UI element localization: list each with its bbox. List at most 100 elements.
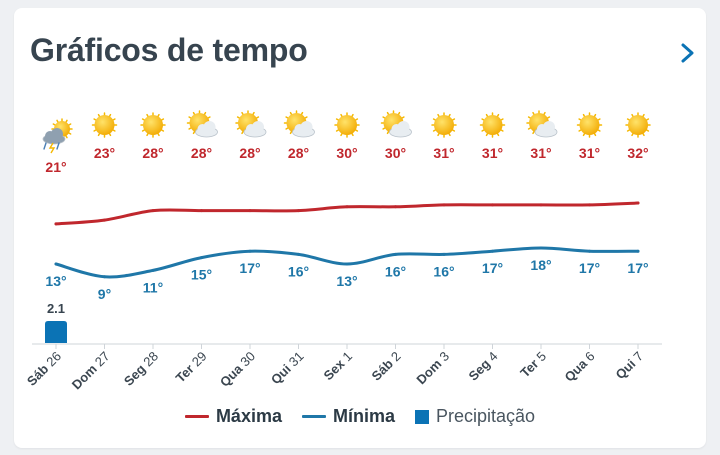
x-tick-label: Ter 5: [517, 349, 549, 381]
partly-cloudy-icon: [235, 110, 267, 138]
partly-cloudy-icon: [380, 110, 412, 138]
min-temp-label: 16°: [288, 263, 309, 279]
precip-value-label: 2.1: [47, 301, 65, 316]
sun-icon: [334, 112, 360, 138]
min-temp-point: [588, 249, 591, 253]
max-temp-label: 28°: [239, 145, 260, 161]
partly-cloudy-icon: [526, 110, 558, 138]
max-temp-points: [54, 201, 640, 226]
max-temp-point: [248, 209, 252, 213]
min-temp-label: 16°: [385, 263, 406, 279]
partly-cloudy-icon: [186, 110, 218, 138]
min-temp-point: [539, 246, 543, 250]
max-temp-labels: 21° 23° 28° 28° 28° 28° 30° 30° 31° 31° 31° 31° 32°: [45, 145, 648, 175]
min-temp-point: [297, 252, 300, 256]
sun-icon: [479, 112, 506, 138]
legend-item-max[interactable]: Máxima: [184, 406, 282, 427]
max-temp-label: 30°: [385, 145, 406, 161]
x-tick-label: Dom 3: [413, 349, 452, 388]
legend-item-min[interactable]: Mínima: [301, 406, 395, 427]
max-temp-label: 31°: [530, 145, 551, 161]
min-temp-label: 15°: [191, 267, 212, 283]
max-temp-point: [539, 203, 543, 207]
min-temp-point: [103, 275, 106, 279]
max-temp-point: [297, 209, 300, 213]
max-temp-point: [151, 209, 155, 213]
max-temp-point: [442, 203, 446, 207]
legend-min-label: Mínima: [332, 406, 395, 426]
max-temp-label: 21°: [45, 159, 66, 175]
min-temp-label: 17°: [627, 260, 648, 276]
min-temp-label: 9°: [98, 286, 111, 302]
max-temp-point: [54, 222, 58, 226]
max-temp-label: 28°: [288, 145, 309, 161]
x-tick-label: Sex 1: [320, 349, 355, 384]
x-tick-label: Qua 6: [561, 349, 597, 385]
max-temp-label: 30°: [336, 145, 357, 161]
max-temp-label: 31°: [433, 145, 454, 161]
max-temp-label: 31°: [579, 145, 600, 161]
max-temp-point: [491, 203, 494, 207]
min-temp-label: 13°: [336, 273, 357, 289]
sun-icon: [91, 112, 118, 138]
x-tick-label: Seg 4: [465, 349, 500, 384]
max-temp-point: [103, 218, 106, 222]
precip-bars: 2.1: [45, 301, 67, 343]
min-temp-label: 13°: [45, 273, 66, 289]
thunderstorm-sun-icon: [42, 118, 73, 154]
max-temp-label: 23°: [94, 145, 115, 161]
legend-item-precip[interactable]: Precipitação: [415, 406, 535, 427]
min-temp-point: [200, 256, 203, 260]
x-tick-label: Qua 30: [217, 349, 258, 390]
min-temp-point: [54, 262, 58, 266]
sun-icon: [140, 112, 166, 138]
max-temp-label: 28°: [142, 145, 163, 161]
min-temp-label: 17°: [239, 260, 260, 276]
page-title: Gráficos de tempo: [30, 32, 308, 68]
weather-chart-card: Gráficos de tempo 21° 23° 28° 28° 28° 28° 30° 3…: [14, 8, 706, 448]
max-temp-point: [394, 205, 397, 209]
x-tick-label: Sáb 26: [24, 349, 64, 389]
min-temp-point: [394, 252, 397, 256]
max-temp-point: [588, 203, 591, 207]
max-temp-label: 28°: [191, 145, 212, 161]
precip-bar[interactable]: [45, 321, 67, 343]
x-tick-label: Sáb 2: [368, 349, 403, 384]
min-temp-point: [636, 249, 640, 253]
legend-max-label: Máxima: [215, 406, 282, 426]
x-tick-label: Qui 31: [268, 349, 307, 388]
legend-min-swatch: [301, 415, 326, 418]
chevron-right-icon[interactable]: [676, 38, 700, 68]
max-temp-point: [200, 209, 203, 213]
max-temp-point: [345, 205, 349, 209]
min-temp-point: [442, 252, 446, 256]
max-temp-label: 32°: [627, 145, 648, 161]
x-tick-label: Dom 27: [69, 349, 113, 393]
weather-icons: [42, 110, 651, 154]
weather-chart: 21° 23° 28° 28° 28° 28° 30° 30° 31° 31° 31° 31° 32° 1…: [24, 110, 662, 392]
x-tick-label: Qui 7: [613, 349, 647, 383]
min-temp-point: [345, 262, 349, 266]
min-temp-label: 18°: [530, 257, 551, 273]
max-temp-label: 31°: [482, 145, 503, 161]
min-temp-points: [54, 246, 640, 279]
min-temp-point: [151, 268, 155, 272]
min-temp-point: [248, 249, 252, 253]
min-temp-label: 17°: [482, 260, 503, 276]
sun-icon: [431, 112, 457, 138]
partly-cloudy-icon: [283, 110, 315, 138]
sun-icon: [576, 112, 603, 138]
max-temp-point: [636, 201, 640, 205]
min-temp-label: 11°: [143, 279, 163, 295]
min-temp-label: 17°: [579, 260, 600, 276]
x-tick-label: Ter 29: [173, 349, 210, 386]
x-tick-label: Seg 28: [121, 349, 161, 389]
min-temp-labels: 13° 9° 11° 15° 17° 16° 13° 16° 16° 17° 18° 17° 17°: [45, 257, 648, 302]
chart-legend: Máxima Mínima Precipitação: [14, 406, 706, 427]
min-temp-label: 16°: [433, 263, 454, 279]
min-temp-point: [491, 249, 494, 253]
legend-precip-label: Precipitação: [436, 406, 536, 426]
legend-max-swatch: [184, 415, 209, 418]
sun-icon: [625, 112, 651, 138]
